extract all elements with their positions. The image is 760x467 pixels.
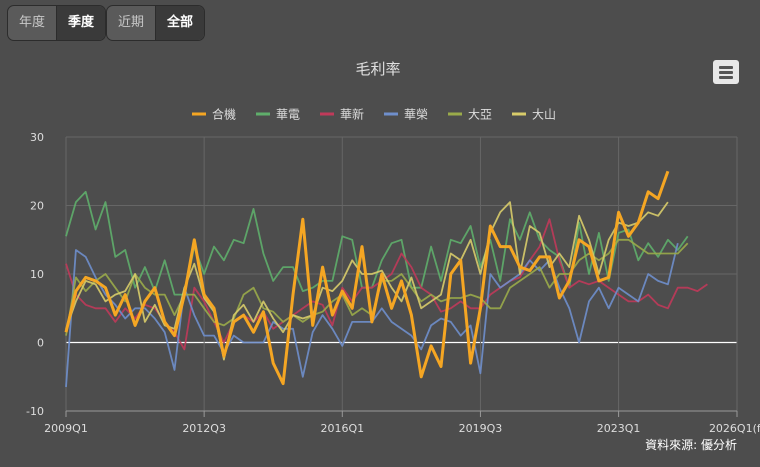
tab-all[interactable]: 全部 — [156, 6, 205, 40]
x-tick-label: 2012Q3 — [182, 422, 226, 435]
tab-quarterly[interactable]: 季度 — [57, 6, 106, 40]
x-tick-label: 2019Q3 — [459, 422, 503, 435]
legend-item-3[interactable]: 華榮 — [384, 108, 428, 122]
legend-item-2[interactable]: 華新 — [320, 107, 364, 122]
legend-item-4[interactable]: 大亞 — [448, 108, 492, 122]
y-tick-label: 20 — [30, 200, 44, 213]
legend-label: 合機 — [212, 107, 236, 122]
period-tab-group: 年度 季度 — [7, 5, 107, 41]
y-tick-label: 30 — [30, 131, 44, 144]
series-line-1[interactable] — [65, 190, 689, 296]
source-label: 資料來源: 優分析 — [645, 438, 737, 452]
legend-label: 大亞 — [468, 108, 492, 122]
y-tick-label: 10 — [30, 268, 44, 281]
tab-recent[interactable]: 近期 — [107, 6, 157, 40]
chart-legend: 合機 華電 華新 華榮 大亞 大山 — [192, 107, 556, 122]
x-tick-label: 2009Q1 — [44, 422, 88, 435]
y-tick-label: -10 — [26, 405, 44, 418]
chart-axes: -10 0 10 20 30 2009Q1 2012Q3 2016Q1 2019Q3 2023Q1… — [26, 131, 760, 435]
y-tick-label: 0 — [37, 337, 44, 350]
range-tab-group: 近期 全部 — [106, 5, 206, 41]
x-tick-label: 2023Q1 — [597, 422, 641, 435]
legend-label: 大山 — [532, 108, 556, 122]
legend-label: 華新 — [340, 107, 364, 122]
chart-title: 毛利率 — [355, 60, 400, 78]
x-tick-label: 2016Q1 — [320, 422, 364, 435]
chart-series — [64, 170, 708, 388]
tab-yearly[interactable]: 年度 — [8, 6, 58, 40]
legend-item-0[interactable]: 合機 — [192, 107, 236, 122]
x-tick-label: 2026Q1(f) — [709, 422, 760, 435]
legend-item-1[interactable]: 華電 — [256, 108, 300, 122]
legend-item-5[interactable]: 大山 — [512, 108, 556, 122]
series-line-0[interactable] — [64, 170, 670, 386]
legend-label: 華電 — [276, 108, 300, 122]
legend-label: 華榮 — [404, 108, 428, 122]
hamburger-menu-icon[interactable] — [713, 60, 739, 84]
